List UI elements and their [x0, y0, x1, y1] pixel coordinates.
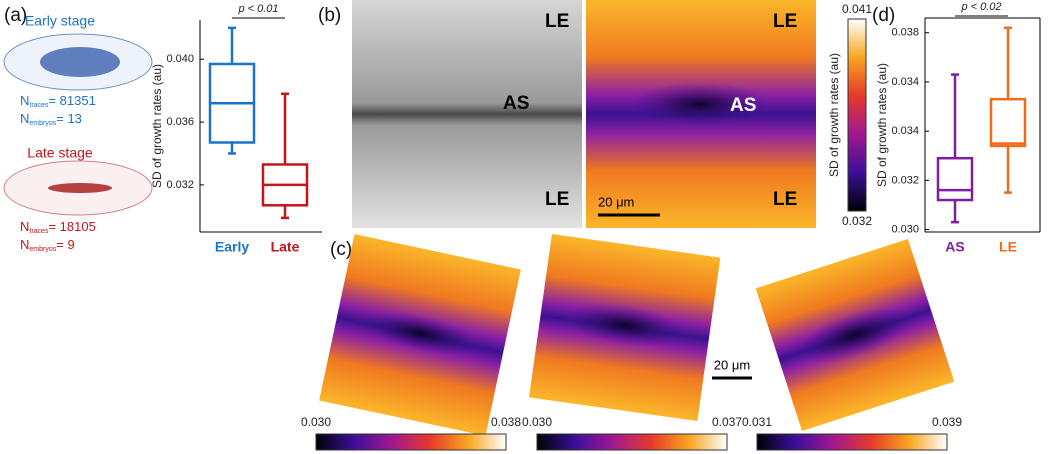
y-tick-label: 0.032 [891, 174, 919, 186]
scale-bar-label: 20 μm [714, 357, 750, 372]
panel-label: (b) [318, 5, 341, 26]
image-label: LE [545, 11, 569, 32]
panel-label: (a) [4, 5, 27, 26]
y-axis-label: SD of growth rates (au) [150, 64, 164, 188]
colorbar-min: 0.031 [742, 415, 772, 429]
y-tick-label: 0.038 [891, 27, 919, 39]
x-tick-label: Early [215, 239, 249, 255]
heatmap-core [630, 82, 770, 126]
colorbar-min: 0.030 [522, 415, 552, 429]
heatmap-group [319, 234, 521, 436]
colorbar-min: 0.030 [301, 415, 331, 429]
x-tick-label: LE [999, 239, 1017, 255]
colorbar [847, 18, 867, 212]
count: Nembryos= 13 [20, 111, 82, 126]
annotation: p < 0.01 [237, 3, 278, 15]
microscopy-image [352, 0, 582, 228]
box [989, 97, 1027, 148]
count: Ntraces= 81351 [20, 93, 96, 108]
y-axis-label: SD of growth rates (au) [875, 63, 889, 187]
scale-bar-label: 20 μm [598, 194, 634, 209]
heatmap-core [565, 303, 685, 347]
colorbar-max: 0.038 [491, 415, 521, 429]
y-tick-label: 0.030 [891, 223, 919, 235]
image-label: AS [503, 93, 529, 114]
y-tick-label: 0.032 [166, 179, 194, 191]
colorbar-label: SD of growth rates (au) [827, 53, 841, 177]
heatmap-group [528, 233, 721, 422]
colorbar-max: 0.039 [932, 415, 962, 429]
colorbar-max: 0.041 [842, 2, 872, 16]
y-tick-label: 0.036 [166, 116, 194, 128]
stage-title: Late stage [27, 145, 93, 161]
panel-label: (d) [872, 5, 895, 26]
colorbar-min: 0.032 [842, 214, 872, 228]
stage-title: Early stage [25, 13, 95, 29]
embryo-center [48, 183, 112, 193]
image-label: LE [545, 189, 569, 210]
image-label: LE [773, 189, 797, 210]
panel-label: (c) [330, 239, 352, 260]
image-label: AS [730, 95, 756, 116]
colorbar [756, 433, 948, 451]
x-tick-label: Late [271, 239, 300, 255]
count: Ntraces= 18105 [20, 219, 96, 234]
count: Nembryos= 9 [20, 237, 75, 252]
colorbar [315, 433, 507, 451]
heatmap-group [755, 238, 955, 432]
y-tick-label: 0.034 [891, 76, 919, 88]
heatmap-core [361, 311, 480, 355]
y-tick-label: 0.040 [166, 53, 194, 65]
y-tick-label: 0.034 [891, 125, 919, 137]
embryo-center [40, 47, 120, 77]
image-label: LE [773, 11, 797, 32]
colorbar [536, 433, 728, 451]
annotation: p < 0.02 [960, 1, 1001, 13]
heatmap-core [797, 307, 913, 363]
colorbar-max: 0.037 [712, 415, 742, 429]
box [936, 156, 974, 202]
x-tick-label: AS [945, 239, 964, 255]
